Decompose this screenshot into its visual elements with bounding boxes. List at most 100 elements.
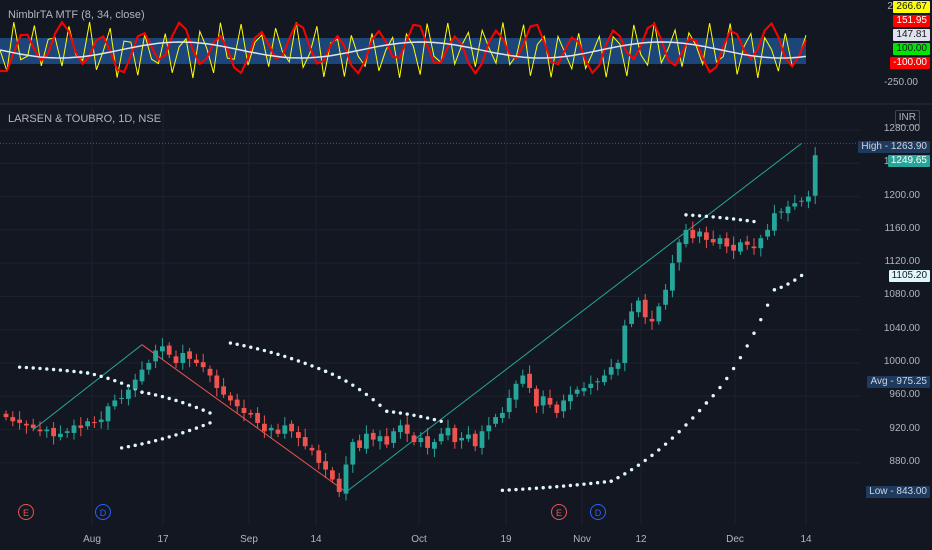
sar-dot [657, 448, 661, 452]
trend-line [345, 143, 802, 493]
sar-dot [759, 317, 763, 322]
sar-dot [521, 487, 525, 491]
candle-body [792, 203, 798, 207]
sar-dot [92, 372, 97, 377]
candle-body [472, 433, 478, 447]
candle-body [404, 424, 410, 434]
candle-body [724, 238, 730, 247]
candle-body [146, 363, 152, 370]
candle-body [656, 306, 662, 322]
sar-dot [779, 285, 783, 289]
sar-dot [799, 273, 804, 278]
dividend-event-badge[interactable]: D [590, 504, 606, 520]
dividend-event-badge[interactable]: D [95, 504, 111, 520]
candle-body [432, 442, 437, 449]
currency-label[interactable]: INR [894, 110, 920, 126]
sar-dot [623, 472, 627, 476]
sar-dot [133, 443, 137, 448]
sar-dot [187, 403, 192, 407]
sar-dot [752, 331, 756, 335]
parabolic-sar-dots [17, 213, 804, 493]
candle-body [357, 440, 362, 448]
candle-body [377, 436, 383, 442]
sar-dot [126, 384, 131, 388]
candle-body [214, 375, 220, 388]
indicator-value-tag: 147.81 [893, 29, 930, 41]
sar-dot [310, 364, 314, 368]
sar-dot [317, 366, 321, 371]
sar-dot [684, 423, 688, 427]
candle-body [806, 196, 811, 202]
sar-dot [629, 467, 634, 472]
candle-body [173, 356, 179, 364]
indicator-value-tag: 266.67 [893, 1, 930, 13]
sar-dot [58, 368, 63, 372]
sar-dot [167, 396, 171, 401]
sar-dot [385, 409, 389, 413]
sar-dot [602, 480, 607, 484]
x-tick-label: Nov [573, 534, 591, 545]
candle-body [302, 437, 308, 447]
sar-dot [113, 378, 117, 383]
candle-body [275, 429, 281, 434]
candle-body [411, 435, 417, 443]
sar-dot [65, 369, 69, 373]
sar-dot [24, 365, 29, 370]
candle-body [602, 375, 607, 383]
sar-dot [235, 342, 239, 347]
sar-dot [160, 394, 165, 399]
candle-body [139, 369, 145, 382]
sar-dot [772, 288, 777, 292]
candle-body [799, 200, 804, 202]
sar-dot [650, 453, 654, 458]
sar-dot [208, 411, 212, 415]
candle-body [568, 394, 573, 402]
sar-value-label: 1105.20 [888, 270, 930, 282]
sar-dot [296, 359, 301, 363]
x-tick-label: 17 [157, 534, 169, 545]
sar-dot [534, 486, 539, 490]
y-tick-label: 920.00 [889, 422, 920, 434]
candle-body [200, 362, 206, 368]
earnings-event-badge[interactable]: E [18, 504, 34, 520]
sar-dot [439, 419, 443, 423]
candle-body [554, 404, 560, 413]
sar-dot [153, 438, 158, 443]
candle-body [513, 383, 519, 400]
sar-dot [745, 218, 749, 223]
indicator-white-line [0, 41, 807, 59]
sar-dot [793, 278, 797, 282]
sar-dot [711, 394, 715, 398]
sar-dot [201, 423, 205, 428]
y-tick-label: 960.00 [889, 389, 920, 401]
sar-dot [194, 405, 199, 410]
x-tick-label: 14 [310, 534, 322, 545]
candle-body [30, 424, 36, 428]
sar-dot [262, 348, 267, 353]
sar-dot [704, 401, 709, 405]
candle-body [98, 419, 104, 423]
sar-dot [398, 411, 403, 415]
sar-dot [194, 426, 199, 430]
candle-body [296, 432, 301, 438]
candle-body [384, 436, 390, 445]
candle-body [785, 206, 791, 214]
sar-dot [364, 392, 369, 397]
sar-dot [119, 446, 124, 450]
candle-body [323, 461, 328, 470]
high-label: High - 1263.90 [858, 141, 930, 153]
y-tick-label: 1200.00 [883, 189, 920, 201]
candle-body [636, 300, 641, 313]
candle-body [64, 431, 70, 433]
sar-dot [616, 475, 620, 480]
candle-body [330, 470, 335, 480]
earnings-event-badge[interactable]: E [551, 504, 567, 520]
sar-dot [555, 484, 559, 489]
candle-body [71, 425, 77, 433]
candle-body [78, 425, 84, 428]
sar-dot [582, 482, 586, 486]
sar-dot [303, 361, 307, 366]
candle-body [126, 389, 131, 399]
candle-body [119, 397, 124, 399]
